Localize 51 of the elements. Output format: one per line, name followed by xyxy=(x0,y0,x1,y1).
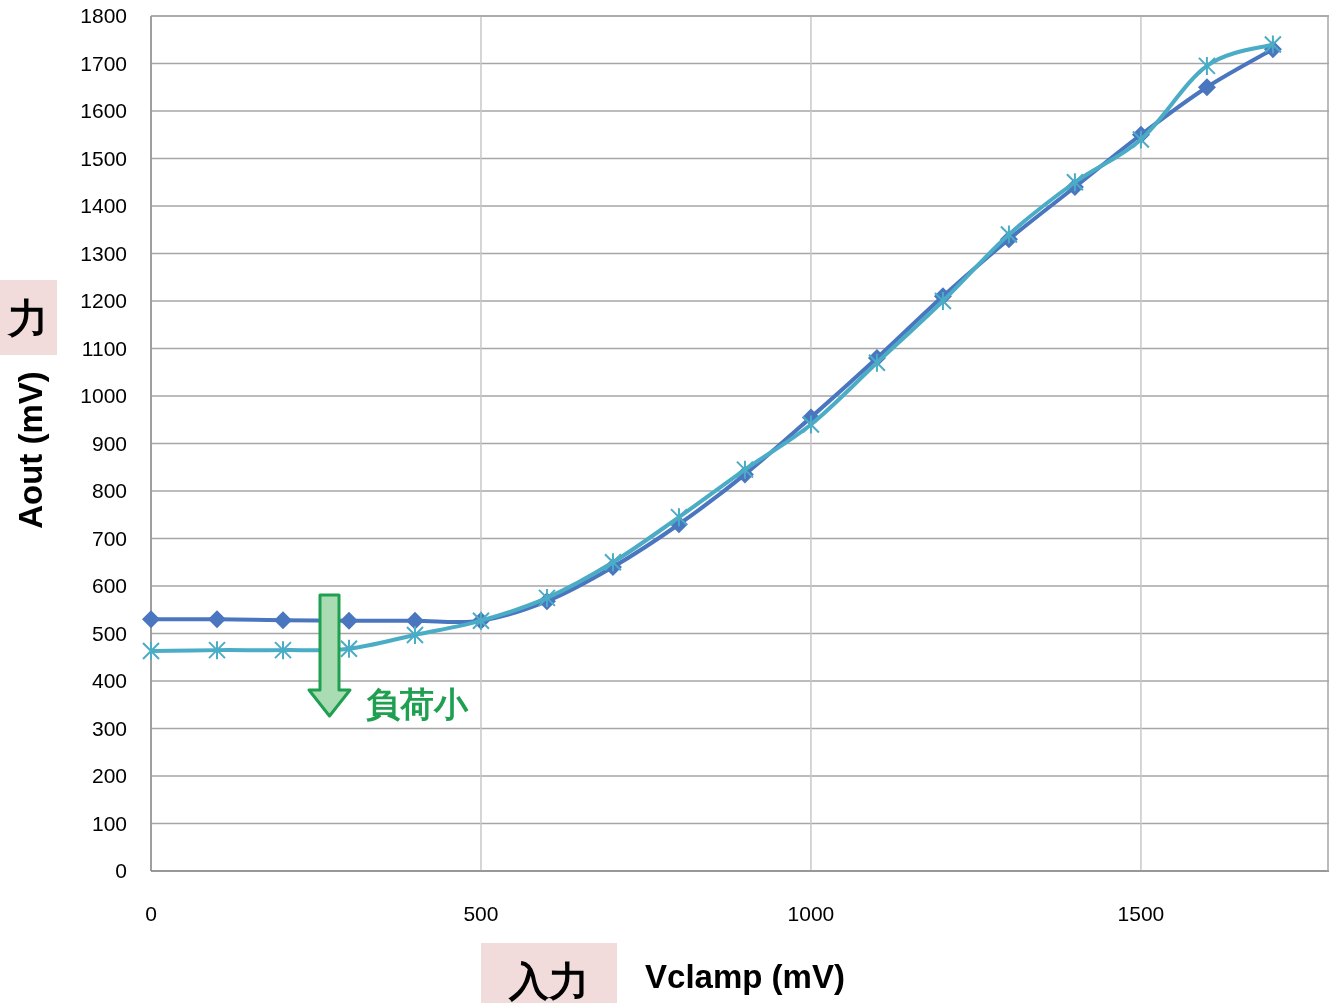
point xyxy=(735,459,754,480)
point xyxy=(142,610,160,629)
point xyxy=(999,224,1018,245)
y-tick-label: 700 xyxy=(91,526,127,550)
y-tick-label: 200 xyxy=(91,764,127,787)
y-tick-label: 1000 xyxy=(80,384,127,407)
x-tick-label: 0 xyxy=(145,902,157,925)
text: 入力 xyxy=(508,959,589,1003)
point xyxy=(603,552,622,573)
point xyxy=(405,611,424,630)
point xyxy=(339,611,358,630)
y-tick-label: 800 xyxy=(91,479,127,502)
x-axis-title: Vclamp (mV) xyxy=(645,958,845,995)
y-tick-label: 900 xyxy=(91,431,127,455)
y-tick-label: 1800 xyxy=(80,4,127,27)
point xyxy=(405,624,424,645)
point xyxy=(537,587,556,608)
point xyxy=(1197,55,1216,76)
x-tick-label: 1000 xyxy=(787,902,835,925)
x-tick-label: 1500 xyxy=(1117,902,1165,925)
point xyxy=(273,611,292,630)
point xyxy=(273,640,292,661)
point xyxy=(1065,172,1084,193)
point xyxy=(669,507,688,528)
point xyxy=(867,352,886,373)
point xyxy=(339,638,358,659)
point xyxy=(1131,129,1150,150)
point xyxy=(801,414,820,435)
text: 力 xyxy=(7,296,48,340)
y-axis-title: Aout (mV) xyxy=(12,371,49,529)
y-tick-label: 1500 xyxy=(80,146,127,170)
y-tick-label: 300 xyxy=(91,716,127,740)
y-tick-label: 600 xyxy=(91,574,127,597)
y-tick-label: 1300 xyxy=(80,241,127,265)
point xyxy=(1197,78,1216,97)
y-tick-label: 1700 xyxy=(80,51,127,75)
point xyxy=(1263,34,1282,55)
annotation: 負荷小 xyxy=(366,685,469,723)
y-tick-label: 1600 xyxy=(80,99,127,122)
point xyxy=(207,610,226,629)
y-tick-label: 1400 xyxy=(80,194,127,217)
point xyxy=(207,640,226,661)
y-tick-label: 100 xyxy=(91,811,127,835)
y-tick-label: 0 xyxy=(115,859,127,882)
point xyxy=(142,641,160,662)
x-tick-label: 500 xyxy=(463,902,499,925)
y-tick-label: 1100 xyxy=(81,336,127,360)
y-tick-label: 1200 xyxy=(80,289,127,312)
point xyxy=(933,291,952,311)
y-tick-label: 500 xyxy=(91,621,127,645)
y-tick-label: 400 xyxy=(91,669,127,692)
